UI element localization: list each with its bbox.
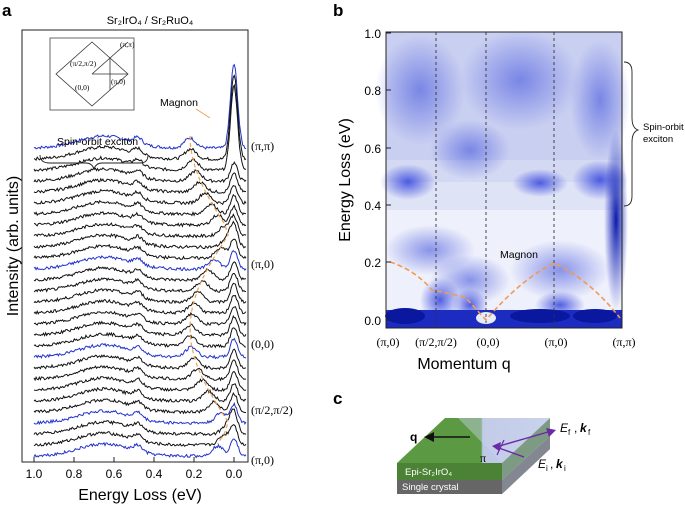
spectrum-curve (33, 83, 246, 172)
soe-brace-b (623, 61, 640, 207)
spectrum-curve (33, 172, 247, 195)
spectrum-curve (33, 306, 247, 327)
ei-comma: , (550, 457, 553, 471)
panel-label-c: c (333, 389, 342, 408)
spectrum-curve (33, 424, 247, 447)
ki-symbol: k (556, 457, 564, 471)
ytick-b-0.0: 0.0 (364, 314, 381, 328)
spectrum-curve (33, 249, 247, 272)
annotation-soe-b-line2: exciton (643, 134, 673, 145)
panel-b-xlabel: Momentum q (417, 356, 510, 373)
spectrum-curve (33, 438, 247, 459)
panel-a-frame (21, 29, 249, 463)
spectrum-curve (33, 383, 247, 403)
panel-b-xticks: (π,0) (π/2,π/2) (0,0) (π,0) (π,π) (376, 335, 635, 349)
panel-a-xticks: 1.0 0.8 0.6 0.4 0.2 0.0 (26, 457, 243, 481)
ki-sub: i (564, 464, 566, 473)
panel-a-ylabel: Intensity (arb. units) (5, 176, 22, 317)
inset-label-pipi: (π,π) (120, 40, 135, 49)
q-label-pi2: (π/2,π/2) (251, 403, 293, 417)
ei-symbol: E (538, 457, 547, 471)
spectrum-curve (33, 337, 247, 360)
panel-label-b: b (333, 1, 343, 20)
annotation-soe-a: Spin-orbit exciton (57, 136, 138, 148)
xtick-a-0.0: 0.0 (226, 467, 243, 481)
magnon-trace-a (189, 135, 229, 445)
annotation-magnon-b: Magnon (500, 249, 538, 261)
q-label-pi0-bottom: (π,0) (251, 453, 274, 467)
xtick-a-1.0: 1.0 (26, 467, 43, 481)
spectrum-curve (33, 213, 247, 239)
heatmap (375, 30, 630, 328)
ytick-b-0.6: 0.6 (364, 142, 381, 156)
spectrum-curve (33, 261, 246, 283)
inset-label-pi0: (π,0) (111, 77, 126, 86)
q-vector-label: q (410, 430, 417, 444)
spectrum-curve (33, 282, 247, 305)
spectrum-curve (33, 401, 247, 426)
q-label-00: (0,0) (251, 337, 274, 351)
xtick-b-pi0-left: (π,0) (376, 335, 399, 349)
panel-b-frame (385, 31, 623, 329)
sample-schematic (397, 418, 550, 494)
q-label-pipi: (π,π) (251, 139, 274, 153)
q-label-pi0-top: (π,0) (251, 257, 274, 271)
spectrum-curve (33, 238, 247, 260)
substrate-label: Single crystal (402, 482, 459, 493)
ef-kf-label: E f , k f (560, 421, 591, 437)
panel-a-xlabel: Energy Loss (eV) (78, 487, 202, 504)
kf-sub: f (588, 428, 591, 437)
kf-symbol: k (580, 421, 588, 435)
xtick-a-0.6: 0.6 (106, 467, 123, 481)
pi-label: π (480, 451, 486, 465)
spectrum-curve (33, 63, 247, 150)
film-label: Epi-Sr₂IrO₄ (405, 467, 452, 478)
ytick-b-0.8: 0.8 (364, 84, 381, 98)
spectrum-curve (33, 371, 247, 392)
spectrum-curve (33, 74, 247, 161)
spectrum-curve (33, 184, 247, 206)
magnon-dispersion (389, 261, 621, 322)
spectrum-curve (33, 273, 247, 293)
spectrum-curve (33, 161, 247, 184)
spectrum-curve (33, 391, 246, 415)
spectrum-curve (33, 408, 247, 437)
ei-ki-label: E i , k i (538, 457, 566, 473)
ei-sub: i (546, 464, 548, 473)
ef-sub: f (568, 428, 571, 437)
spectrum-curve (33, 193, 246, 217)
spectrum-curve (33, 314, 247, 338)
xtick-b-pipi: (π,π) (612, 335, 635, 349)
panel-label-a: a (2, 1, 12, 20)
panel-a-title: Sr₂IrO₄ / Sr₂RuO₄ (107, 15, 194, 27)
ytick-b-0.4: 0.4 (364, 199, 381, 213)
spectrum-curve (33, 327, 247, 349)
xtick-b-00: (0,0) (477, 335, 500, 349)
spectrum-curve (33, 348, 247, 371)
spectrum-curve (34, 204, 247, 228)
spectrum-curve (33, 359, 247, 382)
xtick-b-pi2: (π/2,π/2) (415, 335, 457, 349)
inset-label-pi2: (π/2,π/2) (70, 59, 97, 68)
panel-b-ylabel: Energy Loss (eV) (337, 118, 354, 242)
panel-b-yticks: 0.0 0.2 0.4 0.6 0.8 1.0 (364, 27, 391, 328)
spectrum-curve (33, 294, 247, 316)
xtick-a-0.8: 0.8 (66, 467, 83, 481)
annotation-soe-b-line1: Spin-orbit (643, 122, 684, 133)
ytick-b-1.0: 1.0 (364, 27, 381, 41)
spectra-group (33, 63, 247, 459)
spectrum-curve (33, 220, 247, 250)
brillouin-zone-inset: (π,π) (π/2,π/2) (π,0) (0,0) (49, 37, 135, 111)
ef-symbol: E (560, 421, 569, 435)
ytick-b-0.2: 0.2 (364, 256, 381, 270)
ef-comma: , (574, 421, 577, 435)
xtick-a-0.4: 0.4 (146, 467, 163, 481)
xtick-b-pi0: (π,0) (544, 335, 567, 349)
xtick-a-0.2: 0.2 (186, 467, 203, 481)
inset-label-00: (0,0) (75, 83, 90, 92)
annotation-magnon-a: Magnon (160, 97, 198, 109)
